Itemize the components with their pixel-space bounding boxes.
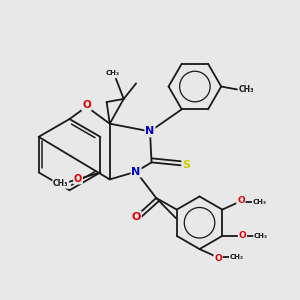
- Text: O: O: [237, 196, 245, 205]
- Text: CH₃: CH₃: [254, 233, 268, 239]
- Text: CH₃: CH₃: [230, 254, 244, 260]
- Text: O: O: [131, 212, 141, 222]
- Text: CH₃: CH₃: [106, 70, 120, 76]
- Text: N: N: [131, 167, 141, 177]
- Text: O: O: [214, 254, 222, 263]
- Text: O: O: [238, 231, 246, 240]
- Text: O: O: [74, 174, 82, 184]
- Text: O: O: [82, 100, 91, 110]
- Text: CH₃: CH₃: [238, 85, 254, 94]
- Text: N: N: [146, 126, 154, 136]
- Text: CH₃: CH₃: [253, 199, 266, 205]
- Text: CH₃: CH₃: [53, 179, 68, 188]
- Text: S: S: [182, 160, 190, 170]
